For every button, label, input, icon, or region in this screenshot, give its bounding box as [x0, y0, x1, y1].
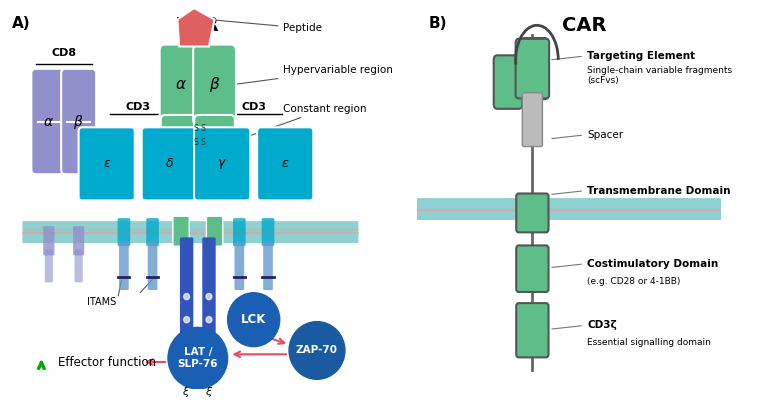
FancyBboxPatch shape [263, 242, 273, 290]
Text: (e.g. CD28 or 4-1BB): (e.g. CD28 or 4-1BB) [588, 277, 681, 286]
FancyBboxPatch shape [31, 69, 66, 174]
Text: S S: S S [194, 138, 206, 147]
Text: $\gamma$: $\gamma$ [217, 157, 227, 171]
FancyBboxPatch shape [118, 218, 130, 246]
Circle shape [168, 327, 228, 389]
Text: Single-chain variable fragments
(scFvs): Single-chain variable fragments (scFvs) [588, 66, 733, 85]
FancyBboxPatch shape [173, 216, 189, 246]
Text: $\beta$: $\beta$ [73, 113, 84, 130]
FancyBboxPatch shape [202, 237, 215, 379]
Circle shape [206, 294, 212, 300]
FancyBboxPatch shape [45, 249, 53, 282]
FancyBboxPatch shape [516, 245, 549, 292]
Text: Targeting Element: Targeting Element [588, 51, 695, 61]
FancyBboxPatch shape [235, 242, 244, 290]
FancyBboxPatch shape [119, 242, 129, 290]
FancyBboxPatch shape [257, 127, 313, 200]
Text: Transmembrane Domain: Transmembrane Domain [588, 186, 730, 196]
Text: CAR: CAR [562, 16, 607, 35]
FancyBboxPatch shape [44, 226, 54, 255]
Text: B): B) [429, 16, 447, 31]
Circle shape [183, 336, 189, 342]
Text: CD3: CD3 [241, 102, 266, 112]
Text: $\alpha$: $\alpha$ [44, 114, 54, 128]
Circle shape [183, 294, 189, 300]
Text: A): A) [11, 16, 31, 31]
Text: ITAMS: ITAMS [86, 297, 116, 307]
Text: TCR: TCR [176, 16, 219, 35]
FancyBboxPatch shape [516, 303, 549, 358]
FancyBboxPatch shape [141, 127, 198, 200]
Text: $\xi$: $\xi$ [205, 385, 213, 399]
Circle shape [228, 293, 280, 347]
Text: $\delta$: $\delta$ [165, 157, 174, 170]
FancyBboxPatch shape [516, 39, 549, 99]
FancyBboxPatch shape [147, 242, 157, 290]
Text: $\varepsilon$: $\varepsilon$ [102, 157, 111, 170]
Circle shape [183, 317, 189, 323]
FancyBboxPatch shape [79, 127, 134, 200]
Text: CD8: CD8 [51, 48, 76, 58]
FancyBboxPatch shape [75, 249, 83, 282]
Text: LAT /
SLP-76: LAT / SLP-76 [177, 347, 218, 369]
FancyBboxPatch shape [180, 237, 193, 379]
FancyBboxPatch shape [416, 198, 721, 220]
Circle shape [289, 322, 345, 379]
Text: $\alpha$: $\alpha$ [175, 78, 187, 93]
FancyBboxPatch shape [73, 226, 84, 255]
FancyBboxPatch shape [262, 218, 274, 246]
FancyBboxPatch shape [194, 115, 235, 170]
Text: Peptide: Peptide [212, 20, 322, 33]
FancyBboxPatch shape [146, 218, 159, 246]
Text: Spacer: Spacer [588, 130, 623, 140]
Text: Essential signalling domain: Essential signalling domain [588, 338, 711, 347]
Circle shape [206, 336, 212, 342]
Text: ZAP-70: ZAP-70 [296, 345, 338, 356]
FancyBboxPatch shape [22, 221, 358, 243]
Text: LCK: LCK [241, 313, 267, 326]
Text: $\beta$: $\beta$ [209, 76, 220, 95]
FancyBboxPatch shape [61, 69, 96, 174]
Text: S S: S S [194, 124, 206, 133]
FancyBboxPatch shape [494, 55, 523, 109]
FancyBboxPatch shape [160, 115, 202, 170]
FancyBboxPatch shape [206, 216, 223, 246]
FancyBboxPatch shape [521, 38, 549, 99]
Text: Effector function: Effector function [58, 356, 157, 369]
FancyBboxPatch shape [516, 194, 549, 232]
FancyBboxPatch shape [160, 44, 202, 125]
FancyBboxPatch shape [523, 93, 542, 147]
Text: CD3: CD3 [126, 102, 151, 112]
Text: Hypervariable region: Hypervariable region [233, 65, 393, 84]
Text: $\varepsilon$: $\varepsilon$ [281, 157, 290, 170]
Circle shape [206, 317, 212, 323]
Text: Costimulatory Domain: Costimulatory Domain [588, 259, 718, 269]
Text: Constant region: Constant region [233, 104, 367, 142]
FancyBboxPatch shape [233, 218, 246, 246]
Text: $\xi$: $\xi$ [183, 385, 191, 399]
Text: CD3ζ: CD3ζ [588, 320, 617, 330]
Polygon shape [177, 8, 215, 46]
FancyBboxPatch shape [194, 127, 251, 200]
FancyBboxPatch shape [193, 44, 236, 125]
